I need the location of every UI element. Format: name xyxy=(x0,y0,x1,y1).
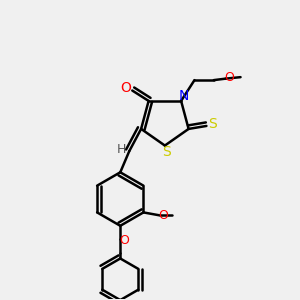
Text: H: H xyxy=(117,143,127,156)
Text: O: O xyxy=(119,234,129,247)
Text: S: S xyxy=(208,118,217,131)
Text: N: N xyxy=(179,88,189,103)
Text: O: O xyxy=(224,70,234,84)
Text: O: O xyxy=(120,81,131,95)
Text: O: O xyxy=(158,209,168,222)
Text: S: S xyxy=(162,145,171,159)
